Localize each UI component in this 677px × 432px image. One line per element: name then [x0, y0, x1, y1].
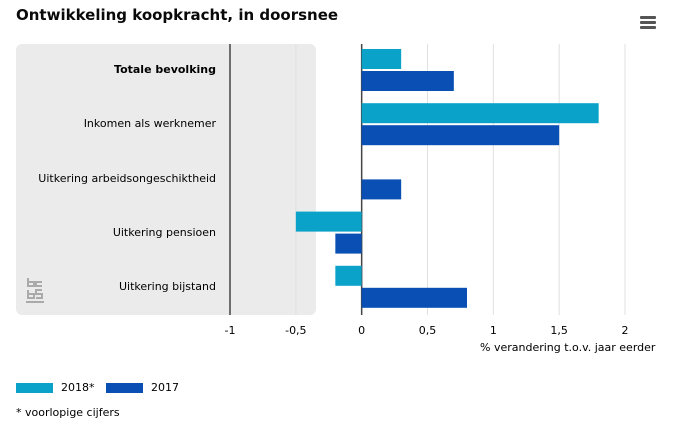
legend-label-2018: 2018* [61, 381, 95, 394]
legend-item-2018[interactable]: 2018* [16, 381, 95, 394]
x-tick-label: 1 [489, 324, 497, 337]
footnote: * voorlopige cijfers [16, 406, 120, 419]
legend-swatch-2017 [106, 382, 143, 393]
category-label: Inkomen als werknemer [83, 117, 216, 131]
category-label: Totale bevolking [114, 63, 216, 77]
bar-2017-1[interactable] [361, 125, 560, 146]
x-axis-title: % verandering t.o.v. jaar eerder [480, 341, 656, 354]
legend-label-2017: 2017 [151, 381, 179, 394]
bar-2017-2[interactable] [361, 179, 402, 200]
chart-title: Ontwikkeling koopkracht, in doorsnee [16, 6, 339, 24]
bar-2017-4[interactable] [361, 287, 467, 308]
bar-2018-0[interactable] [361, 49, 402, 69]
x-tick-label: 1,5 [550, 324, 568, 337]
bar-2017-3[interactable] [335, 233, 362, 254]
cbs-logo-icon [24, 276, 46, 310]
x-tick-label: -1 [224, 324, 236, 337]
bar-2018-1[interactable] [361, 103, 599, 124]
bar-2018-3[interactable] [295, 211, 362, 232]
category-label: Uitkering arbeidsongeschiktheid [38, 171, 216, 185]
hamburger-menu-icon[interactable] [640, 16, 656, 30]
category-label: Uitkering pensioen [112, 225, 216, 239]
x-tick-label: 0,5 [418, 324, 437, 337]
x-tick-label: 0 [358, 324, 366, 337]
bar-2017-0[interactable] [361, 71, 454, 91]
legend-swatch-2018 [16, 382, 53, 393]
category-panel [16, 44, 316, 315]
x-tick-label: 2 [621, 324, 629, 337]
x-tick-label: -0,5 [285, 324, 307, 337]
bar-2018-4[interactable] [335, 265, 362, 286]
category-label: Uitkering bijstand [118, 279, 216, 293]
legend-item-2017[interactable]: 2017 [106, 381, 179, 394]
